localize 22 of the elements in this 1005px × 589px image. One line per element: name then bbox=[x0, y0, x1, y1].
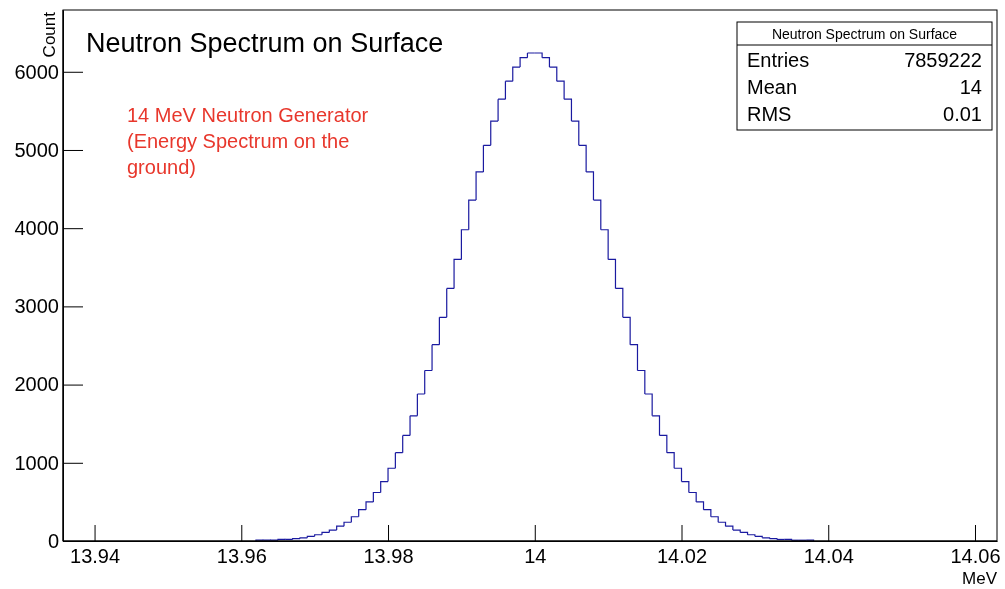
x-tick-label: 13.96 bbox=[216, 545, 267, 568]
text: Mean 14 bbox=[747, 76, 982, 98]
y-tick-label: 5000 bbox=[14, 138, 59, 161]
x-tick-label: 14.04 bbox=[803, 545, 854, 568]
text: RMS 0.01 bbox=[747, 103, 982, 125]
y-tick-label: 0 bbox=[47, 529, 59, 552]
annotation: 14 MeV Neutron Generator (Energy Spectrum on the ground) bbox=[127, 104, 369, 178]
y-tick-label: 6000 bbox=[14, 60, 59, 83]
y-tick-label: 1000 bbox=[14, 451, 59, 474]
x-tick-label: 13.94 bbox=[70, 545, 121, 568]
x-tick-label: 13.98 bbox=[363, 545, 414, 568]
annotation: Neutron Spectrum on Surface bbox=[771, 26, 958, 42]
y-axis-title: Count bbox=[40, 11, 59, 58]
x-tick-label: 14.06 bbox=[950, 545, 1001, 568]
y-tick-label: 3000 bbox=[14, 295, 59, 318]
x-tick-label: 14 bbox=[524, 545, 547, 568]
x-tick-label: 14.02 bbox=[656, 545, 708, 568]
text: Entries 7859222 bbox=[747, 49, 982, 71]
y-tick-label: 4000 bbox=[14, 217, 59, 240]
y-tick-label: 2000 bbox=[14, 373, 59, 396]
x-axis-title: MeV bbox=[962, 569, 998, 588]
text: Neutron Spectrum on Surface bbox=[86, 28, 444, 58]
